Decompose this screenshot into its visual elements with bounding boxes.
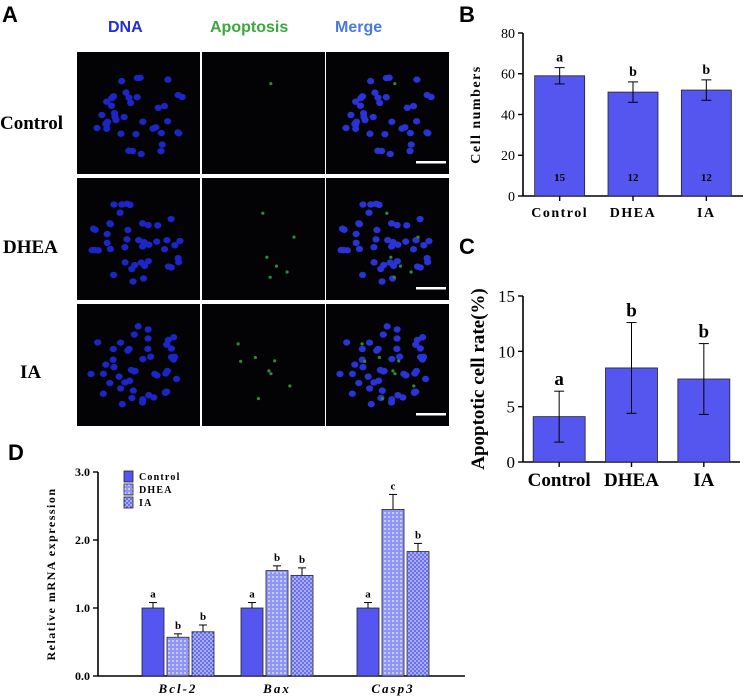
micrograph-tile <box>202 52 325 174</box>
y-tick-label: 20 <box>501 149 515 164</box>
column-header-apoptosis: Apoptosis <box>210 19 289 36</box>
x-tick-label: Bax <box>262 681 291 696</box>
bar-control-bax <box>240 607 264 677</box>
y-tick-label: 0 <box>507 453 516 472</box>
inner-count-label: 15 <box>554 172 566 184</box>
bar-dhea-bcl-2 <box>166 636 190 677</box>
legend-swatch <box>123 496 134 509</box>
significance-letter: a <box>365 589 371 601</box>
scale-bar <box>416 287 446 290</box>
y-axis-label: Relative mRNA expression <box>44 487 58 660</box>
inner-count-label: 12 <box>628 172 640 184</box>
y-tick-label: 2.0 <box>75 533 90 547</box>
micrograph-tile <box>326 178 449 300</box>
legend-swatch <box>123 483 134 496</box>
x-tick-label: DHEA <box>604 470 659 491</box>
apoptotic-rate-chart: 0 5 10 15 a Control b DHEA b IA Apoptotic cell rat… <box>468 287 740 491</box>
bar-control-bcl-2 <box>141 607 165 677</box>
row-label-ia: IA <box>20 362 42 383</box>
y-tick-label: 60 <box>501 68 515 83</box>
significance-letter: b <box>200 611 206 623</box>
y-tick-label: 1.0 <box>75 601 90 615</box>
row-label-dhea: DHEA <box>3 237 58 258</box>
x-tick-label: Control <box>531 206 588 221</box>
bar-ia <box>677 378 731 463</box>
micrograph-tile <box>77 52 200 174</box>
scale-bar <box>416 413 446 416</box>
y-tick-label: 15 <box>498 287 515 306</box>
x-tick-label: DHEA <box>610 206 656 221</box>
significance-letter: b <box>274 552 280 564</box>
y-tick-label: 3.0 <box>75 465 90 479</box>
panel-label-d: D <box>8 440 24 465</box>
micrograph-tile <box>202 304 325 426</box>
y-tick-label: 80 <box>501 27 515 42</box>
x-tick-label: IA <box>697 206 716 221</box>
y-tick-label: 0.0 <box>75 669 90 683</box>
significance-letter: b <box>626 301 637 322</box>
bar-ia-casp3 <box>406 551 430 677</box>
bar-ia <box>680 89 732 197</box>
bar-control-casp3 <box>356 607 380 677</box>
x-tick-label: Bcl-2 <box>158 681 198 696</box>
significance-letter: a <box>554 369 564 390</box>
significance-letter: b <box>175 620 181 632</box>
significance-letter: b <box>299 554 305 566</box>
column-header-merge: Merge <box>335 19 383 36</box>
significance-letter: a <box>150 589 156 601</box>
cell-numbers-chart: 0 20 40 60 80 a Control 15 b DHEA 12 b IA 12 Cell numb… <box>469 27 743 221</box>
legend-label: Control <box>139 472 181 483</box>
significance-letter: b <box>702 63 710 78</box>
micrograph-tile <box>77 178 200 300</box>
legend-label: DHEA <box>139 485 173 496</box>
legend-label: IA <box>139 498 153 509</box>
significance-letter: a <box>556 51 563 66</box>
y-axis-label: Apoptotic cell rate(%) <box>468 288 489 470</box>
row-label-control: Control <box>0 113 63 134</box>
scale-bar <box>416 161 446 164</box>
y-tick-label: 5 <box>507 398 516 417</box>
column-header-dna: DNA <box>108 19 143 36</box>
legend-swatch <box>123 470 134 483</box>
significance-letter: c <box>391 480 396 492</box>
micrograph-tile <box>326 52 449 174</box>
panel-label-a: A <box>2 2 18 27</box>
micrograph-tile <box>77 304 200 426</box>
bar-ia-bax <box>290 574 314 677</box>
micrograph-tile <box>202 178 325 300</box>
significance-letter: a <box>249 589 255 601</box>
panel-label-b: B <box>459 2 475 27</box>
panel-label-c: C <box>459 234 475 259</box>
bar-dhea-casp3 <box>381 509 405 677</box>
x-tick-label: Control <box>528 470 591 491</box>
y-tick-label: 10 <box>498 342 515 361</box>
y-tick-label: 40 <box>501 108 515 123</box>
x-tick-label: Casp3 <box>371 681 414 696</box>
y-tick-label: 0 <box>508 190 515 205</box>
bar-ia-bcl-2 <box>191 631 215 677</box>
bar-dhea-bax <box>265 570 289 677</box>
bar-dhea <box>607 91 659 197</box>
significance-letter: b <box>415 529 421 541</box>
mrna-expression-chart: 0.0 1.0 2.0 3.0 a b b Bcl-2 a b b Bax a c b Casp3 Relati… <box>44 465 465 696</box>
y-axis-label: Cell numbers <box>469 65 484 164</box>
significance-letter: b <box>699 322 710 343</box>
micrograph-tile <box>326 304 449 426</box>
inner-count-label: 12 <box>701 172 713 184</box>
x-tick-label: IA <box>693 470 714 491</box>
significance-letter: b <box>629 65 637 80</box>
